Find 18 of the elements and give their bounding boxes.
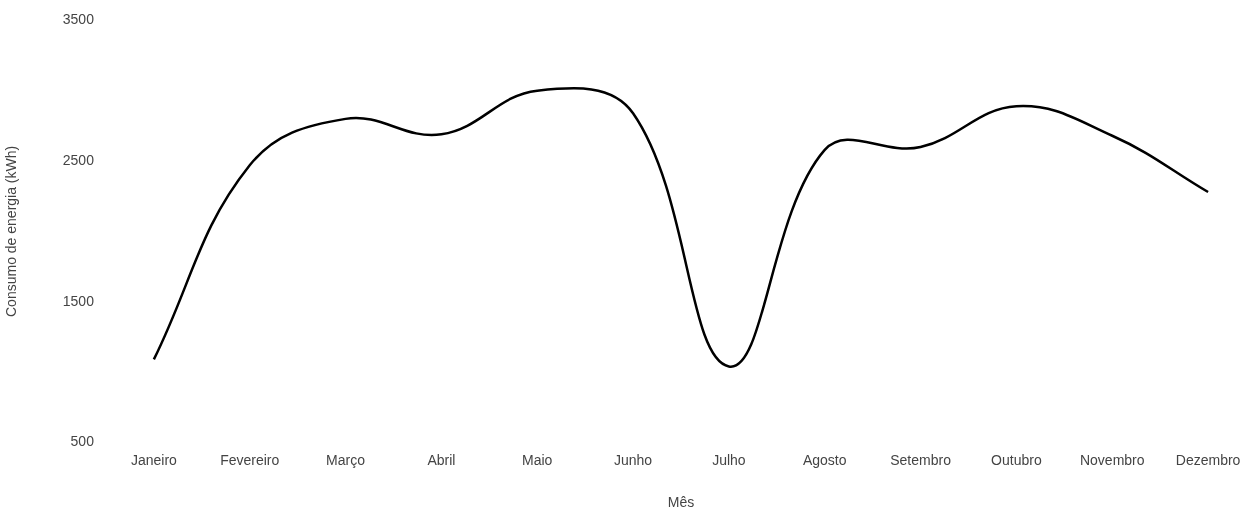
y-tick-label: 500	[70, 433, 95, 450]
x-tick-label: Fevereiro	[220, 451, 280, 468]
x-tick-label: Dezembro	[1175, 451, 1241, 468]
y-axis-title: Consumo de energia (kWh)	[3, 145, 20, 317]
x-tick-label: Agosto	[802, 451, 847, 468]
x-tick-label: Novembro	[1079, 451, 1145, 468]
x-tick-label: Outubro	[991, 451, 1042, 468]
x-tick-label: Abril	[427, 451, 456, 468]
x-tick-label: Junho	[613, 451, 653, 468]
y-tick-label: 3500	[62, 11, 95, 28]
x-axis-title: Mês	[667, 494, 695, 511]
x-tick-label: Julho	[712, 451, 746, 468]
y-tick-label: 1500	[62, 292, 95, 309]
x-tick-label: Janeiro	[130, 451, 178, 468]
x-tick-label: Setembro	[890, 451, 952, 468]
y-tick-label: 2500	[62, 151, 95, 168]
x-tick-label: Maio	[522, 451, 553, 468]
x-tick-label: Março	[326, 451, 366, 468]
